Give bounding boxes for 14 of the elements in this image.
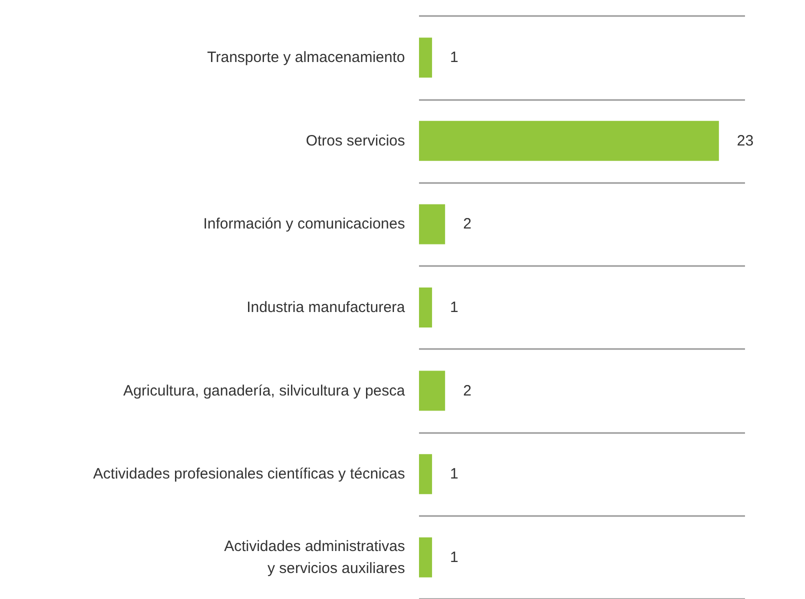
y-tick-label: Industria manufacturera xyxy=(246,299,406,316)
data-label: 1 xyxy=(450,548,458,566)
data-label: 2 xyxy=(463,216,472,233)
data-label: 23 xyxy=(736,132,754,150)
data-label: 1 xyxy=(450,466,458,483)
data-label: 1 xyxy=(450,299,458,316)
data-label: 1 xyxy=(450,49,458,66)
y-tick-label: Otros servicios xyxy=(306,132,405,150)
y-tick-label: Actividades administrativas y servicios auxiliares xyxy=(224,538,405,577)
y-tick-label: Información y comunicaciones xyxy=(203,216,405,233)
y-tick-label: Actividades profesionales científicas y técnicas xyxy=(93,466,405,483)
y-tick-label: Agricultura, ganadería, silvicultura y pesca xyxy=(123,382,406,400)
data-label: 2 xyxy=(463,382,472,400)
y-tick-label: Transporte y almacenamiento xyxy=(207,49,405,66)
